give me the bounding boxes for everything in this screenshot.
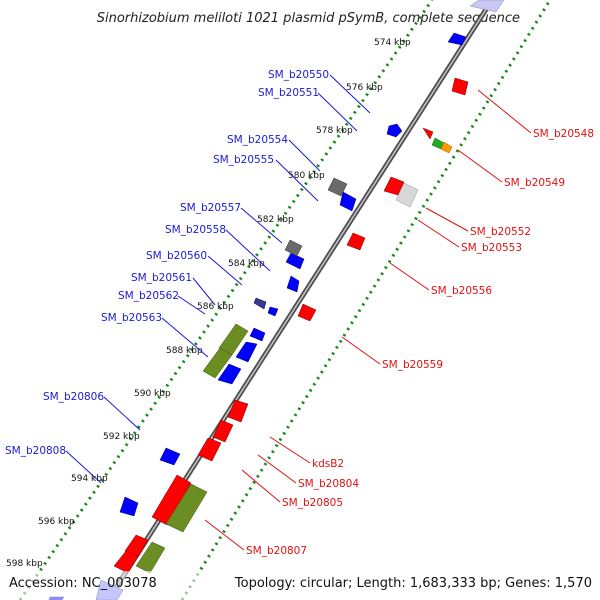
map-title: Sinorhizobium meliloti 1021 plasmid pSym…: [97, 11, 520, 26]
gene-arrow[interactable]: [286, 275, 300, 293]
gene-arrow[interactable]: [383, 176, 405, 196]
left-gene-labels: SM_b20550 SM_b20551 SM_b20554 SM_b20555 …: [5, 69, 329, 457]
gene-block[interactable]: [284, 239, 303, 257]
gene-arrow[interactable]: [217, 363, 242, 385]
right-leader-lines: [204, 89, 532, 551]
kbp-tick-label: 590 kbp: [134, 389, 171, 399]
gene-block[interactable]: [165, 483, 208, 533]
gene-arrow[interactable]: [297, 303, 317, 322]
gene-block[interactable]: [327, 177, 348, 197]
gene-arrow[interactable]: [422, 127, 434, 140]
gene-label[interactable]: SM_b20554: [227, 134, 288, 146]
gene-label[interactable]: SM_b20558: [165, 224, 226, 236]
gene-label[interactable]: SM_b20562: [118, 290, 179, 302]
gene-arrow[interactable]: [151, 474, 192, 526]
gene-block[interactable]: [395, 182, 419, 208]
gene-label[interactable]: SM_b20806: [43, 391, 104, 403]
gene-arrow[interactable]: [386, 123, 403, 138]
gene-label[interactable]: SM_b20560: [146, 250, 207, 262]
gene-label[interactable]: SM_b20555: [213, 154, 274, 166]
green-features: [135, 323, 249, 574]
gene-label[interactable]: SM_b20551: [258, 87, 319, 99]
gene-label[interactable]: SM_b20561: [131, 272, 192, 284]
gene-block[interactable]: [202, 347, 233, 379]
gene-label[interactable]: SM_b20559: [382, 359, 443, 371]
gene-block[interactable]: [440, 141, 453, 154]
gene-arrow[interactable]: [227, 399, 249, 423]
kbp-tick-label: 578 kbp: [316, 126, 353, 136]
gene-label[interactable]: SM_b20805: [282, 497, 343, 509]
kbp-tick-label: 588 kbp: [166, 346, 203, 356]
footer-background: [0, 571, 600, 600]
kbp-tick-label: 582 kbp: [257, 215, 294, 225]
gene-label[interactable]: SM_b20804: [298, 478, 359, 490]
gene-label[interactable]: SM_b20550: [268, 69, 329, 81]
kbp-tick-labels: 574 kbp 576 kbp 578 kbp 580 kbp 582 kbp …: [6, 38, 411, 569]
gene-label[interactable]: SM_b20548: [533, 128, 594, 140]
gene-arrow[interactable]: [212, 419, 234, 443]
right-gene-labels: SM_b20548 SM_b20549 SM_b20552 SM_b20553 …: [246, 128, 594, 557]
gene-arrow[interactable]: [447, 32, 467, 46]
gene-label[interactable]: SM_b20549: [504, 177, 565, 189]
kbp-tick-label: 580 kbp: [288, 171, 325, 181]
gene-arrow[interactable]: [249, 327, 266, 342]
gene-arrow[interactable]: [197, 437, 222, 462]
gene-arrow[interactable]: [267, 306, 279, 317]
kbp-tick-label: 592 kbp: [103, 432, 140, 442]
gene-arrow[interactable]: [235, 341, 258, 363]
gene-arrow[interactable]: [253, 297, 267, 310]
topology-summary: Topology: circular; Length: 1,683,333 bp…: [234, 576, 592, 591]
gene-arrow[interactable]: [285, 252, 305, 270]
gene-block[interactable]: [469, 0, 505, 13]
gene-arrow[interactable]: [159, 447, 181, 466]
gene-label[interactable]: kdsB2: [312, 458, 344, 470]
kbp-tick-label: 584 kbp: [228, 259, 265, 269]
kbp-tick-label: 596 kbp: [38, 517, 75, 527]
left-leader-lines: [65, 74, 371, 484]
kbp-tick-label: 598 kbp: [6, 559, 43, 569]
kbp-tick-label: 574 kbp: [374, 38, 411, 48]
gene-label[interactable]: SM_b20808: [5, 445, 66, 457]
kbp-tick-label: 594 kbp: [71, 474, 108, 484]
gene-label[interactable]: SM_b20552: [470, 226, 531, 238]
gene-arrow[interactable]: [113, 550, 139, 574]
gene-label[interactable]: SM_b20553: [461, 242, 522, 254]
kbp-tick-label: 586 kbp: [197, 302, 234, 312]
gene-arrow[interactable]: [119, 496, 139, 517]
kbp-tick-label: 576 kbp: [346, 83, 383, 93]
gene-arrow[interactable]: [339, 191, 357, 212]
gene-arrow[interactable]: [451, 77, 469, 96]
forward-strand-features: [113, 77, 469, 574]
gene-label[interactable]: SM_b20556: [431, 285, 492, 297]
gene-label[interactable]: SM_b20807: [246, 545, 307, 557]
gene-label[interactable]: SM_b20563: [101, 312, 162, 324]
other-features: [284, 0, 505, 257]
gene-label[interactable]: SM_b20557: [180, 202, 241, 214]
gene-arrow[interactable]: [124, 534, 149, 558]
accession-text: Accession: NC_003078: [9, 576, 157, 591]
gene-arrow[interactable]: [346, 232, 366, 251]
tick-ring-inner: [180, 0, 552, 600]
tick-ring-outer: [18, 0, 434, 600]
